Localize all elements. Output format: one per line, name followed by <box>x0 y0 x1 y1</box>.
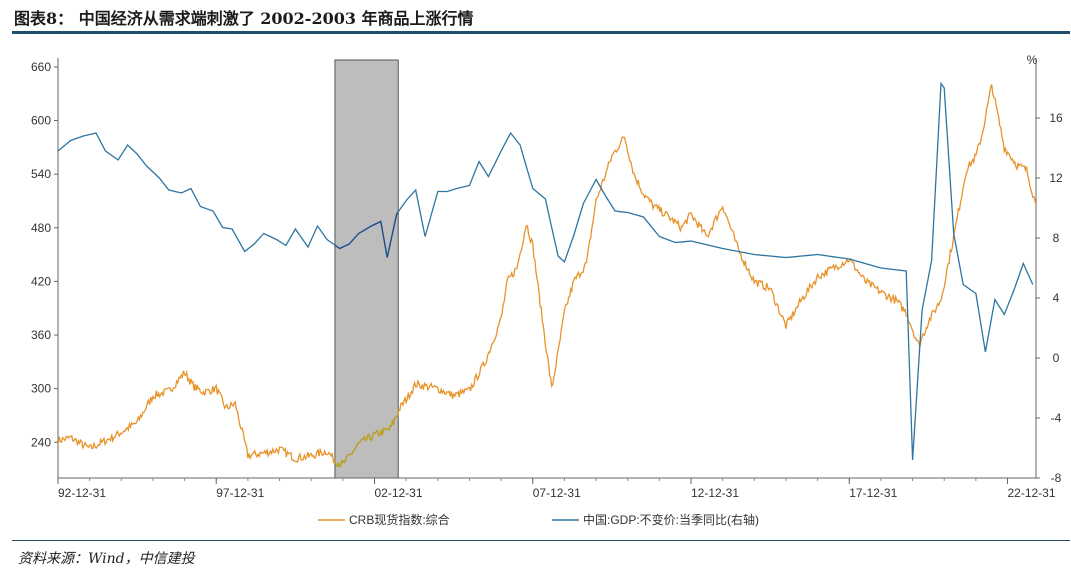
series-line-crb <box>58 84 1036 468</box>
shaded-region-2002-2003 <box>334 59 399 479</box>
x-tick-label: 07-12-31 <box>533 486 581 500</box>
y-right-tick-label: -4 <box>1051 411 1062 425</box>
y-left-tick-label: 240 <box>31 435 51 449</box>
x-tick-label: 02-12-31 <box>374 486 422 500</box>
legend-label-crb: CRB现货指数:综合 <box>349 512 450 527</box>
source-note: 资料来源：Wind，中信建投 <box>18 551 195 567</box>
y-left-tick-label: 480 <box>31 221 51 235</box>
y-left-tick-label: 360 <box>31 328 51 342</box>
x-tick-label: 17-12-31 <box>849 486 897 500</box>
chart-canvas: 240 300 360 420 480 540 600 660 -8 -4 0 4 8 12 16% 92-1… <box>31 53 1063 527</box>
figure-title: 图表8： 中国经济从需求端刺激了 2002-2003 年商品上涨行情 <box>14 9 474 28</box>
y-right-tick-label: 8 <box>1053 231 1060 245</box>
y-right-tick-label: 0 <box>1053 351 1060 365</box>
series-line-gdp-shaded <box>334 210 399 258</box>
y-right-unit-label: % <box>1027 53 1038 67</box>
y-right-tick-label: 4 <box>1053 291 1060 305</box>
y-right-tick-label: -8 <box>1051 471 1062 485</box>
y-left-tick-label: 660 <box>31 60 51 74</box>
series-line-crb-shaded <box>334 409 399 468</box>
series-line-gdp <box>58 81 1034 461</box>
y-right-tick-label: 16 <box>1049 111 1063 125</box>
y-left-tick-label: 300 <box>31 382 51 396</box>
x-tick-label: 12-12-31 <box>691 486 739 500</box>
y-left-tick-label: 420 <box>31 274 51 288</box>
y-left-tick-label: 600 <box>31 114 51 128</box>
y-right-tick-label: 12 <box>1049 171 1063 185</box>
legend-label-gdp: 中国:GDP:不变价:当季同比(右轴) <box>583 512 759 527</box>
title-rule <box>12 31 1070 34</box>
footer-rule <box>12 540 1070 541</box>
y-left-tick-label: 540 <box>31 167 51 181</box>
x-tick-label: 22-12-31 <box>1007 486 1055 500</box>
x-tick-label: 92-12-31 <box>58 486 106 500</box>
x-tick-label: 97-12-31 <box>216 486 264 500</box>
